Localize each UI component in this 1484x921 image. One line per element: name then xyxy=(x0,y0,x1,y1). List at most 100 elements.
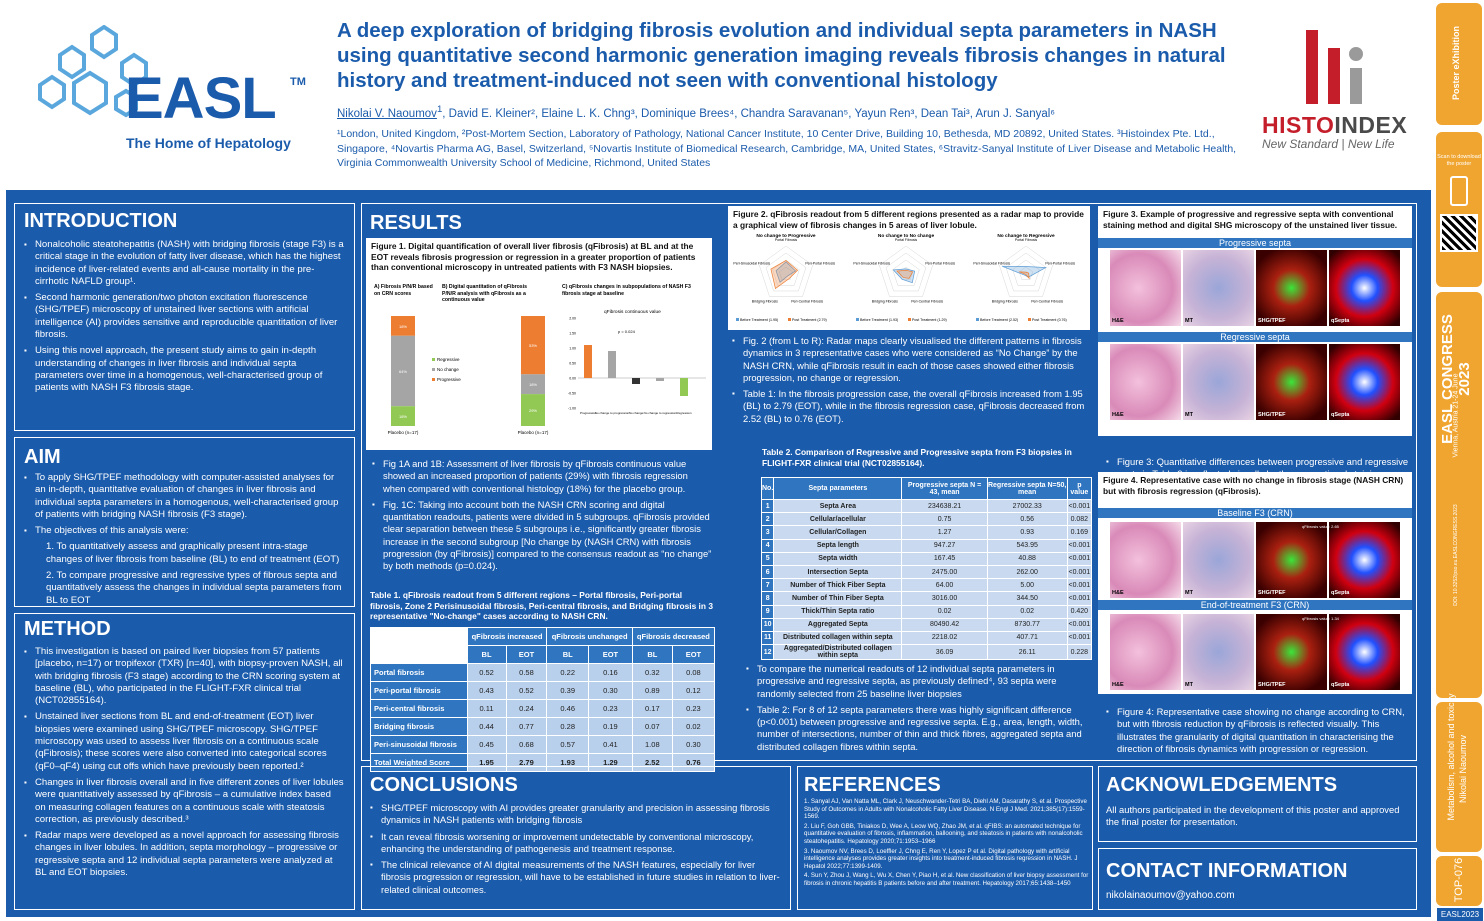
legend-label: Post Treatment (2.79) xyxy=(792,318,827,322)
aim-heading: AIM xyxy=(24,446,61,468)
category-label: Placebo (n=17) xyxy=(518,430,549,435)
radar-axis-label: Peri-Sinusoidal Fibrosis xyxy=(733,261,770,265)
affiliations: ¹London, United Kingdom, ²Post-Mortem Se… xyxy=(337,128,1237,169)
trademark: TM xyxy=(290,76,306,88)
image-label: MT xyxy=(1185,318,1193,324)
method-text: This investigation is based on paired li… xyxy=(24,646,344,883)
histology-image-he: H&E xyxy=(1110,522,1181,598)
legend-swatch xyxy=(432,358,435,361)
bar xyxy=(680,378,688,396)
histology-image-he: H&E xyxy=(1110,614,1181,690)
fig1-b-label: B) Digital quantitation of qFibrosis P/N… xyxy=(442,284,528,303)
image-label: qSepta xyxy=(1331,412,1350,418)
image-label: qSepta xyxy=(1331,682,1350,688)
bar-label: 18% xyxy=(529,382,537,387)
radar-grid xyxy=(999,245,1053,297)
radar-axis-label: Peri-Sinusoidal Fibrosis xyxy=(973,261,1010,265)
introduction-heading: INTRODUCTION xyxy=(24,210,178,232)
qfibrosis-value-baseline: qFibrosis value: 2.65 xyxy=(1302,524,1339,529)
histology-image-shgtpef: SHG/TPEF xyxy=(1256,522,1327,598)
radar-grid xyxy=(779,266,793,280)
legend-label: No change xyxy=(437,367,459,372)
legend-label: Before Treatment (1.93) xyxy=(860,318,898,322)
image-label: MT xyxy=(1185,590,1193,596)
table-row: 6 Intersection Septa 2475.00 262.00 <0.001 xyxy=(760,564,1093,580)
references-heading: REFERENCES xyxy=(804,774,941,796)
legend-label: Before Treatment (1.95) xyxy=(740,318,778,322)
radar-series xyxy=(896,269,914,279)
progressive-septa-label: Progressive septa xyxy=(1098,238,1412,248)
figure-3-caption: Figure 3. Example of progressive and reg… xyxy=(1103,209,1398,230)
radar-grid xyxy=(772,259,800,286)
radar-axis-label: Peri-Central Fibrosis xyxy=(1031,300,1063,304)
radar-grid xyxy=(1005,252,1047,292)
table-row: Total Weighted Score 1.95 2.79 1.93 1.29 2.52… xyxy=(370,753,716,772)
bar-regressive xyxy=(521,394,545,426)
regressive-septa-label: Regressive septa xyxy=(1098,332,1412,342)
table-row: 10 Aggregated Septa 80490.42 8730.77 <0.001 xyxy=(760,617,1093,632)
radar-grid xyxy=(765,252,807,292)
table-2-caption: Table 2. Comparison of Regressive and Pr… xyxy=(762,447,1072,468)
radar-axis-label: Peri-Portal Fibrosis xyxy=(805,261,835,265)
table-row: 11 Distributed collagen within septa 2218.… xyxy=(760,630,1093,646)
category-label: Regression xyxy=(676,411,692,415)
legend-swatch xyxy=(432,368,435,371)
legend-label: Regressive xyxy=(437,357,460,362)
histology-image-mt: MT xyxy=(1183,344,1254,420)
figure-4-caption: Figure 4. Representative case with no ch… xyxy=(1103,475,1404,496)
histology-image-qsepta: qSepta xyxy=(1329,614,1400,690)
histology-image-mt: MT xyxy=(1183,250,1254,326)
table-row: 2 Cellular/acellular 0.75 0.56 0.082 xyxy=(760,512,1093,527)
aim-text: To apply SHG/TPEF methodology with compu… xyxy=(24,472,344,611)
table-row: 7 Number of Thick Fiber Septa 64.00 5.00 <0.… xyxy=(760,578,1093,593)
table-row: 8 Number of Thin Fiber Septa 3016.00 344.50… xyxy=(760,591,1093,606)
table-row: 9 Thick/Thin Septa ratio 0.02 0.02 0.420 xyxy=(760,604,1093,619)
histology-image-he: H&E xyxy=(1110,344,1181,420)
image-label: SHG/TPEF xyxy=(1258,318,1286,324)
legend-swatch xyxy=(432,378,435,381)
qr-code-icon[interactable] xyxy=(1440,214,1478,252)
legend-swatch xyxy=(908,318,911,321)
histology-image-mt: MT xyxy=(1183,522,1254,598)
bar-label: 64% xyxy=(399,369,407,374)
method-heading: METHOD xyxy=(24,618,111,640)
figure-2-panel: Figure 2. qFibrosis readout from 5 diffe… xyxy=(728,206,1090,330)
y-tick-label: 1.00 xyxy=(569,347,576,351)
contact-section xyxy=(1098,848,1417,910)
radar-axis-label: Peri-Sinusoidal Fibrosis xyxy=(853,261,890,265)
image-label: H&E xyxy=(1112,412,1124,418)
radar-grid xyxy=(1019,266,1033,280)
eot-label: End-of-treatment F3 (CRN) xyxy=(1098,600,1412,610)
acknowledgements-section xyxy=(1098,766,1417,842)
fig1-c-subtitle: qFibrosis continuous value xyxy=(604,310,661,315)
legend-label: Progressive xyxy=(437,377,461,382)
radar-axis-label: Bridging Fibrosis xyxy=(872,300,898,304)
bar-no-change xyxy=(521,374,545,395)
figure-1-charts: 18% 64% 18% Placebo (n=17) 53% 18% 29% Placebo … xyxy=(388,316,706,435)
easl-wordmark: EASL xyxy=(125,66,277,131)
bar xyxy=(584,345,592,378)
table-1: qFibrosis increased qFibrosis unchanged qF… xyxy=(370,627,716,772)
radar-grid xyxy=(879,245,933,297)
legend-swatch xyxy=(788,318,791,321)
radar-grid xyxy=(1012,259,1040,286)
references-section xyxy=(797,766,1093,910)
legend-swatch xyxy=(976,318,979,321)
right-sidebar: Poster eXhibition Scan to download the p… xyxy=(1436,0,1484,921)
scan-download-box[interactable]: Scan to download the poster xyxy=(1436,132,1482,287)
y-tick-label: 1.50 xyxy=(569,332,576,336)
contact-email[interactable]: nikolainaoumov@yahoo.com xyxy=(1106,890,1235,901)
table-2: No. Septa parameters Progressive septa N =… xyxy=(760,477,1093,661)
topic-banner: Metabolism, alcohol and toxicity Nikolai… xyxy=(1436,693,1482,852)
table-row: 1 Septa Area 234638.21 27002.33 <0.001 xyxy=(760,498,1093,514)
introduction-text: Nonalcoholic steatohepatitis (NASH) with… xyxy=(24,239,344,399)
radar-axis-label: Peri-Central Fibrosis xyxy=(911,300,943,304)
figure-4-text: Figure 4: Representative case showing no… xyxy=(1106,706,1416,759)
easl-hexagon-logo xyxy=(38,25,148,118)
legend-label: Post Treatment (1.29) xyxy=(912,318,947,322)
conclusions-heading: CONCLUSIONS xyxy=(370,774,518,796)
bar-regressive xyxy=(391,406,415,426)
y-tick-label: -0.50 xyxy=(568,392,576,396)
figure-1-caption: Figure 1. Digital quantification of over… xyxy=(371,241,696,272)
bar xyxy=(656,378,664,381)
